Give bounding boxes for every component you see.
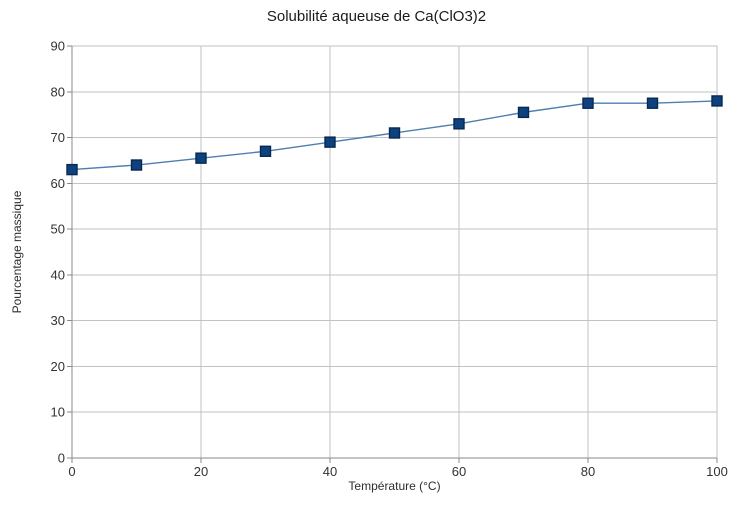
data-point-marker	[646, 97, 659, 109]
data-point-marker	[195, 152, 207, 164]
data-point-marker	[259, 145, 272, 157]
chart-title: Solubilité aqueuse de Ca(ClO3)2	[266, 8, 487, 25]
y-tick-label: 40	[51, 267, 65, 282]
data-point-marker	[453, 118, 465, 130]
data-point-marker	[130, 159, 143, 171]
y-tick-label: 70	[51, 130, 65, 145]
y-tick-label: 0	[58, 451, 65, 466]
x-tick-label: 60	[452, 464, 466, 479]
data-point-marker	[582, 97, 594, 109]
y-tick-label: 80	[51, 84, 65, 99]
y-tick-label: 20	[51, 359, 65, 374]
data-point-marker	[711, 95, 723, 107]
x-tick-label: 100	[706, 464, 728, 479]
x-tick-label: 20	[194, 464, 208, 479]
plot-border	[71, 45, 718, 459]
x-tick-label: 0	[68, 464, 75, 479]
y-tick-label: 30	[51, 313, 65, 328]
y-tick-label: 50	[51, 222, 65, 237]
data-point-marker	[324, 136, 336, 148]
data-point-marker	[517, 106, 530, 119]
y-tick-label: 90	[51, 39, 65, 54]
x-tick-label: 40	[323, 464, 337, 479]
data-point-marker	[66, 163, 78, 176]
y-tick-label: 10	[51, 405, 65, 420]
data-point-marker	[388, 127, 401, 139]
y-tick-label: 60	[51, 176, 65, 191]
x-tick-label: 80	[581, 464, 595, 479]
x-axis-title: Température (°C)	[348, 479, 441, 493]
